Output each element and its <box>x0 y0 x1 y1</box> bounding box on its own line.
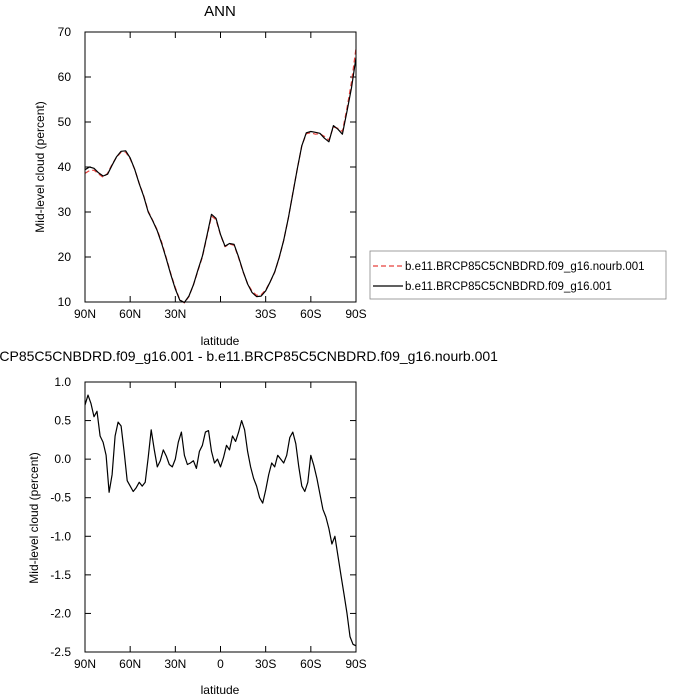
top-chart-xtick-label: 60N <box>119 307 141 321</box>
bottom-chart-ytick-label: 1.0 <box>54 375 71 389</box>
top-chart-series-line-0 <box>84 48 357 304</box>
top-chart-ytick-label: 10 <box>58 295 72 309</box>
top-chart-ytick-label: 60 <box>58 70 72 84</box>
bottom-chart-ytick-label: -1.5 <box>50 568 71 582</box>
bottom-chart-xtick-label: 90N <box>74 657 96 671</box>
bottom-plot-frame <box>84 381 357 653</box>
bottom-chart-xtick-label: 60N <box>119 657 141 671</box>
bottom-chart-series-line-0 <box>84 394 357 647</box>
top-chart: ANN Mid-level cloud (percent) latitude 9… <box>33 3 367 348</box>
legend-label-nourb: b.e11.BRCP85C5CNBDRD.f09_g16.nourb.001 <box>405 261 645 273</box>
top-chart-xlabel: latitude <box>201 334 240 348</box>
top-chart-xtick-label: 30S <box>255 307 276 321</box>
bottom-chart-ytick-label: 0.5 <box>54 414 71 428</box>
legend-box <box>369 250 667 300</box>
top-chart-xtick-label: 90N <box>74 307 96 321</box>
top-chart-ytick-label: 40 <box>58 160 72 174</box>
top-plot-frame <box>84 31 357 303</box>
top-chart-xtick-label: 30N <box>164 307 186 321</box>
bottom-chart-title: b.e11.BRCP85C5CNBDRD.f09_g16.001 - b.e11… <box>0 348 498 364</box>
bottom-chart-xtick-label: 60S <box>300 657 321 671</box>
bottom-chart-xtick-label: 90S <box>345 657 366 671</box>
bottom-chart-ytick-label: 0.0 <box>54 452 71 466</box>
bottom-chart-ytick-label: -0.5 <box>50 491 71 505</box>
top-chart-ytick-label: 20 <box>58 250 72 264</box>
top-chart-ytick-label: 30 <box>58 205 72 219</box>
top-chart-xtick-label: 90S <box>345 307 366 321</box>
top-chart-ytick-label: 70 <box>58 25 72 39</box>
top-chart-title: ANN <box>204 3 236 20</box>
bottom-chart: b.e11.BRCP85C5CNBDRD.f09_g16.001 - b.e11… <box>0 348 498 697</box>
bottom-chart-xtick-label: 0 <box>217 657 224 671</box>
bottom-chart-xtick-label: 30S <box>255 657 276 671</box>
bottom-chart-xlabel: latitude <box>201 683 240 697</box>
legend: b.e11.BRCP85C5CNBDRD.f09_g16.nourb.001 b… <box>369 250 667 300</box>
bottom-chart-ytick-label: -2.0 <box>50 606 71 620</box>
top-chart-xtick-label: 60S <box>300 307 321 321</box>
bottom-chart-ytick-label: -1.0 <box>50 529 71 543</box>
bottom-chart-xtick-label: 30N <box>164 657 186 671</box>
top-chart-ylabel: Mid-level cloud (percent) <box>33 101 47 232</box>
legend-label-base: b.e11.BRCP85C5CNBDRD.f09_g16.001 <box>405 281 612 293</box>
top-chart-series-line-1 <box>84 57 357 303</box>
bottom-chart-ytick-label: -2.5 <box>50 645 71 659</box>
bottom-chart-ylabel: Mid-level cloud (percent) <box>27 452 41 583</box>
top-chart-ytick-label: 50 <box>58 115 72 129</box>
